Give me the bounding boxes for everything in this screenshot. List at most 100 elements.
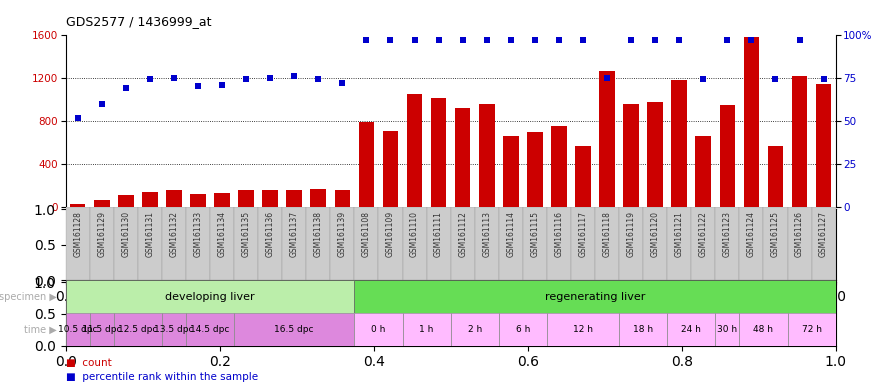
Text: GSM161110: GSM161110 bbox=[410, 211, 419, 257]
Point bbox=[552, 37, 566, 43]
Bar bbox=[595, 207, 619, 280]
Text: GSM161115: GSM161115 bbox=[530, 211, 539, 257]
Text: GSM161119: GSM161119 bbox=[626, 211, 635, 257]
Bar bbox=[523, 207, 547, 280]
Bar bbox=[430, 98, 446, 207]
Bar bbox=[691, 207, 716, 280]
Bar bbox=[716, 207, 739, 280]
Text: GSM161134: GSM161134 bbox=[218, 211, 227, 257]
Point bbox=[672, 37, 686, 43]
Bar bbox=[311, 189, 326, 207]
Text: GSM161132: GSM161132 bbox=[170, 211, 178, 257]
Bar bbox=[455, 108, 471, 207]
Point bbox=[263, 75, 277, 81]
Bar bbox=[262, 190, 278, 207]
Point bbox=[793, 37, 807, 43]
Bar bbox=[407, 94, 423, 207]
Bar bbox=[643, 207, 668, 280]
Text: GSM161133: GSM161133 bbox=[193, 211, 202, 257]
Point bbox=[768, 76, 782, 83]
Text: GSM161130: GSM161130 bbox=[122, 211, 130, 257]
Bar bbox=[138, 207, 162, 280]
Text: GSM161109: GSM161109 bbox=[386, 211, 395, 257]
Text: GSM161123: GSM161123 bbox=[723, 211, 732, 257]
Point bbox=[94, 101, 108, 107]
Point bbox=[600, 75, 614, 81]
Bar bbox=[190, 194, 206, 207]
Text: GSM161125: GSM161125 bbox=[771, 211, 780, 257]
Bar bbox=[479, 104, 494, 207]
Text: 30 h: 30 h bbox=[718, 325, 738, 334]
Text: GDS2577 / 1436999_at: GDS2577 / 1436999_at bbox=[66, 15, 211, 28]
Bar bbox=[668, 207, 691, 280]
Text: 16.5 dpc: 16.5 dpc bbox=[275, 325, 314, 334]
Bar bbox=[696, 136, 711, 207]
Point bbox=[408, 37, 422, 43]
Text: GSM161121: GSM161121 bbox=[675, 211, 683, 257]
Bar bbox=[671, 80, 687, 207]
Text: 12.5 dpc: 12.5 dpc bbox=[118, 325, 158, 334]
Bar bbox=[66, 313, 90, 346]
Text: regenerating liver: regenerating liver bbox=[545, 291, 645, 302]
Point bbox=[383, 37, 397, 43]
Bar bbox=[331, 207, 354, 280]
Bar bbox=[186, 207, 210, 280]
Bar bbox=[744, 37, 760, 207]
Bar bbox=[575, 146, 591, 207]
Text: specimen ▶: specimen ▶ bbox=[0, 291, 57, 302]
Text: GSM161138: GSM161138 bbox=[314, 211, 323, 257]
Point bbox=[480, 37, 494, 43]
Bar bbox=[286, 190, 302, 207]
Bar bbox=[499, 313, 547, 346]
Point bbox=[71, 114, 85, 121]
Bar bbox=[788, 207, 812, 280]
Text: developing liver: developing liver bbox=[165, 291, 255, 302]
Bar bbox=[620, 313, 668, 346]
Bar bbox=[162, 313, 186, 346]
Text: GSM161113: GSM161113 bbox=[482, 211, 491, 257]
Bar bbox=[527, 132, 542, 207]
Text: GSM161128: GSM161128 bbox=[74, 211, 82, 257]
Bar bbox=[648, 101, 663, 207]
Bar bbox=[716, 313, 739, 346]
Bar bbox=[210, 207, 235, 280]
Bar bbox=[499, 207, 523, 280]
Bar bbox=[551, 126, 567, 207]
Bar bbox=[788, 313, 836, 346]
Text: GSM161137: GSM161137 bbox=[290, 211, 298, 257]
Point bbox=[239, 76, 253, 83]
Bar bbox=[114, 313, 162, 346]
Bar bbox=[767, 146, 783, 207]
Point bbox=[816, 76, 830, 83]
Point bbox=[504, 37, 518, 43]
Bar bbox=[186, 313, 235, 346]
Bar bbox=[475, 207, 499, 280]
Point bbox=[143, 76, 157, 83]
Point bbox=[215, 82, 229, 88]
Point bbox=[312, 76, 326, 83]
Bar bbox=[451, 207, 475, 280]
Point bbox=[167, 75, 181, 81]
Bar bbox=[571, 207, 595, 280]
Text: GSM161124: GSM161124 bbox=[747, 211, 756, 257]
Text: 18 h: 18 h bbox=[634, 325, 653, 334]
Bar bbox=[90, 207, 114, 280]
Bar bbox=[547, 313, 620, 346]
Bar bbox=[719, 105, 735, 207]
Point bbox=[624, 37, 638, 43]
Text: GSM161131: GSM161131 bbox=[145, 211, 154, 257]
Bar bbox=[354, 313, 402, 346]
Text: 13.5 dpc: 13.5 dpc bbox=[154, 325, 193, 334]
Text: 11.5 dpc: 11.5 dpc bbox=[82, 325, 122, 334]
Bar bbox=[166, 190, 182, 207]
Text: GSM161114: GSM161114 bbox=[507, 211, 515, 257]
Text: GSM161118: GSM161118 bbox=[603, 211, 612, 257]
Text: ■  percentile rank within the sample: ■ percentile rank within the sample bbox=[66, 372, 258, 382]
Text: 10.5 dpc: 10.5 dpc bbox=[58, 325, 97, 334]
Point bbox=[745, 37, 759, 43]
Text: GSM161111: GSM161111 bbox=[434, 211, 443, 257]
Text: GSM161129: GSM161129 bbox=[97, 211, 106, 257]
Bar bbox=[812, 207, 836, 280]
Bar bbox=[118, 195, 134, 207]
Text: 0 h: 0 h bbox=[371, 325, 386, 334]
